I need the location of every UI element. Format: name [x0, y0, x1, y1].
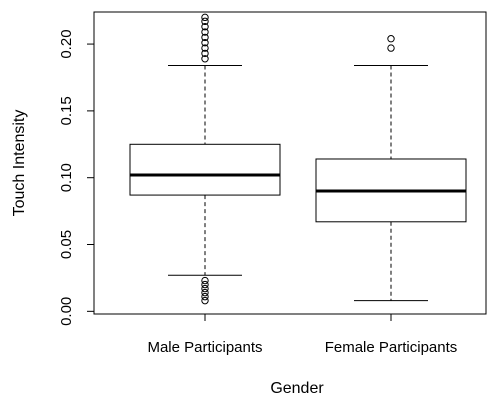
outlier-point	[201, 49, 209, 58]
outlier-point	[201, 55, 209, 63]
x-axis-ticks: Male Participants Female Participants	[147, 314, 457, 356]
outlier-point	[201, 33, 209, 42]
outlier-point	[201, 296, 209, 305]
y-tick-label: 0.20	[58, 29, 75, 58]
outlier-point	[387, 44, 395, 52]
outlier-point	[201, 276, 209, 285]
outlier-point	[201, 44, 209, 52]
outlier-point	[201, 280, 209, 289]
outlier-point	[201, 17, 209, 26]
box-female	[315, 35, 467, 302]
y-tick-label: 0.10	[58, 163, 75, 192]
y-tick-label: 0.05	[58, 230, 75, 259]
outlier-point	[201, 13, 209, 22]
x-axis-label: Gender	[270, 380, 324, 397]
y-axis-label: Touch Intensity	[11, 110, 28, 217]
outlier-point	[201, 284, 209, 293]
boxes-layer	[129, 13, 467, 305]
outlier-point	[201, 22, 209, 31]
interquartile-box	[129, 143, 281, 196]
outlier-point	[201, 28, 209, 36]
x-tick-label: Male Participants	[147, 339, 262, 356]
outlier-point	[201, 288, 209, 297]
box-male	[129, 13, 281, 305]
x-tick-label: Female Participants	[325, 339, 458, 356]
y-tick-label: 0.15	[58, 96, 75, 125]
outlier-point	[387, 35, 395, 43]
y-axis-ticks: 0.00 0.05 0.10 0.15 0.20	[58, 29, 94, 326]
outlier-point	[201, 292, 209, 301]
outlier-point	[201, 39, 209, 47]
y-tick-label: 0.00	[58, 297, 75, 326]
